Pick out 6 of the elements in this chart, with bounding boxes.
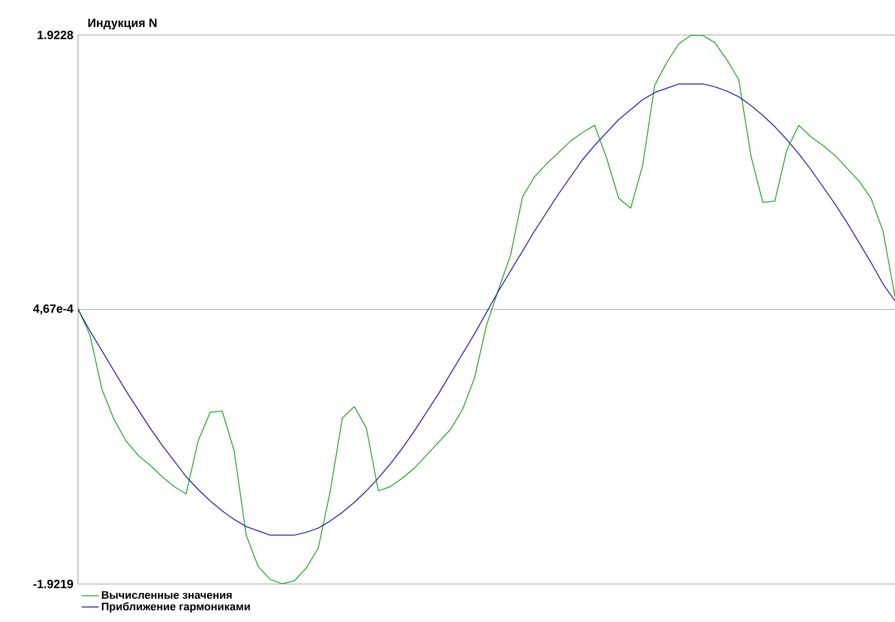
y-tick-label: -1.9219 — [33, 580, 74, 588]
y-tick-label: 4,67e-4 — [33, 304, 74, 315]
y-tick-label: 1.9228 — [38, 30, 74, 40]
y-axis-title: Индукция N — [88, 18, 157, 30]
legend-label: Вычисленные значения — [102, 591, 232, 599]
legend-label: Приближение гармониками — [102, 602, 250, 613]
